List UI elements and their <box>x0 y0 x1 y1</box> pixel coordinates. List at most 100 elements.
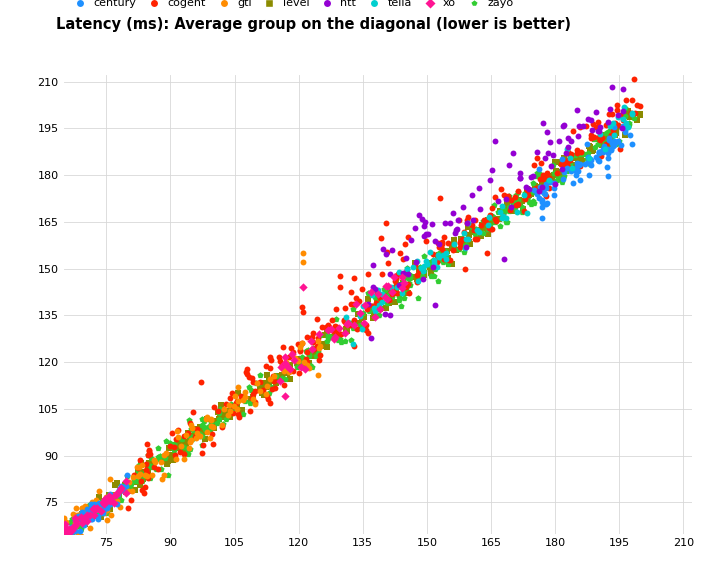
Point <box>297 352 308 361</box>
Point <box>149 462 160 472</box>
Point <box>564 155 575 165</box>
Point <box>169 451 181 460</box>
Point <box>357 308 369 317</box>
Point <box>232 404 243 414</box>
Point <box>179 440 190 449</box>
Point <box>85 505 96 514</box>
Point <box>619 122 630 132</box>
Point <box>601 142 612 151</box>
Point <box>205 416 217 425</box>
Point <box>433 248 445 258</box>
Point <box>109 481 121 490</box>
Point <box>296 303 307 312</box>
Point <box>566 136 577 146</box>
Point <box>438 256 449 265</box>
Point <box>402 288 413 298</box>
Point <box>125 479 136 488</box>
Point <box>396 279 407 288</box>
Point <box>549 180 561 189</box>
Point <box>616 123 628 132</box>
Point <box>60 538 71 548</box>
Point <box>433 242 445 252</box>
Point <box>167 429 178 438</box>
Point <box>530 181 541 190</box>
Point <box>97 499 109 509</box>
Point <box>86 514 97 523</box>
Point <box>76 524 87 533</box>
Point <box>433 256 444 265</box>
Point <box>457 202 468 212</box>
Point <box>270 371 282 380</box>
Point <box>85 508 97 517</box>
Point <box>275 362 287 372</box>
Point <box>455 242 466 252</box>
Point <box>458 235 469 244</box>
Point <box>401 264 412 273</box>
Point <box>471 226 482 235</box>
Point <box>503 206 515 215</box>
Point <box>92 514 103 523</box>
Point <box>414 271 425 280</box>
Point <box>441 254 452 263</box>
Point <box>608 126 619 135</box>
Point <box>613 110 624 119</box>
Point <box>437 258 448 267</box>
Point <box>594 135 605 144</box>
Point <box>164 441 176 451</box>
Point <box>510 191 522 200</box>
Point <box>178 450 189 459</box>
Point <box>545 161 556 171</box>
Point <box>76 510 88 519</box>
Point <box>366 288 377 297</box>
Point <box>502 205 513 215</box>
Point <box>397 255 409 264</box>
Point <box>554 168 565 177</box>
Point <box>618 111 629 121</box>
Point <box>230 398 241 408</box>
Point <box>261 371 273 380</box>
Point <box>614 136 625 146</box>
Point <box>572 148 583 158</box>
Point <box>402 289 413 298</box>
Point <box>364 301 375 310</box>
Point <box>61 531 72 540</box>
Point <box>83 506 94 515</box>
Point <box>66 525 78 534</box>
Point <box>566 166 577 175</box>
Point <box>323 322 335 331</box>
Point <box>191 434 202 443</box>
Point <box>182 446 193 455</box>
Point <box>236 392 247 401</box>
Point <box>571 105 582 114</box>
Point <box>608 120 619 129</box>
Point <box>375 292 386 301</box>
Point <box>454 238 465 248</box>
Point <box>489 136 501 146</box>
Point <box>424 260 436 270</box>
Point <box>458 248 469 257</box>
Point <box>75 519 86 528</box>
Point <box>594 148 605 157</box>
Point <box>303 347 314 356</box>
Point <box>544 173 555 183</box>
Point <box>603 135 614 144</box>
Point <box>528 179 539 188</box>
Point <box>514 196 525 205</box>
Point <box>326 326 337 335</box>
Point <box>326 333 337 342</box>
Point <box>552 169 563 178</box>
Point <box>257 385 268 394</box>
Point <box>208 403 219 412</box>
Point <box>172 426 183 436</box>
Point <box>136 476 148 485</box>
Point <box>186 423 198 433</box>
Point <box>565 159 576 168</box>
Point <box>592 155 604 164</box>
Point <box>202 422 213 432</box>
Point <box>66 523 77 532</box>
Point <box>269 383 280 393</box>
Point <box>126 487 138 496</box>
Point <box>536 182 547 191</box>
Point <box>340 328 351 337</box>
Point <box>203 423 214 433</box>
